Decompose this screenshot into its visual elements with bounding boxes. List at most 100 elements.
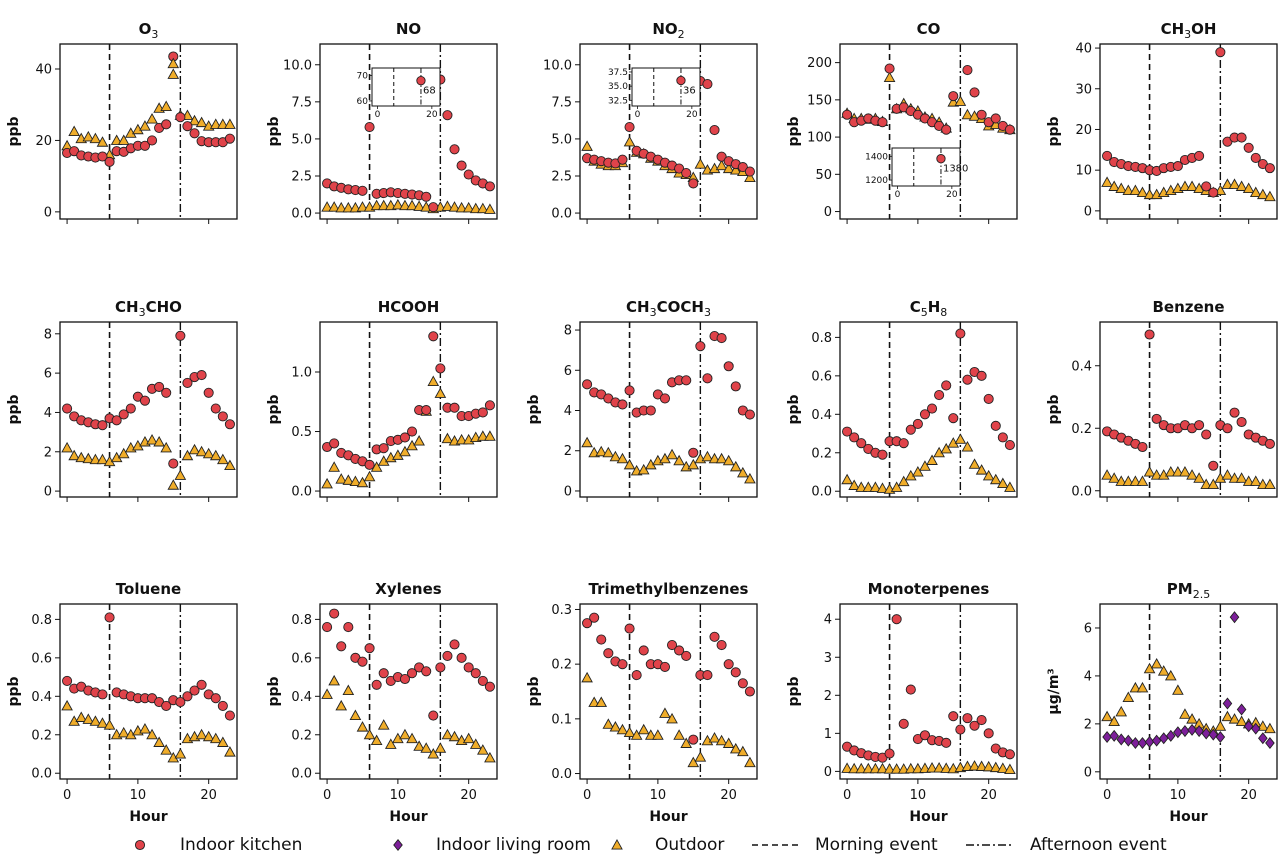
living-point bbox=[1194, 725, 1204, 738]
title-text: NO bbox=[396, 20, 421, 38]
markers-group bbox=[841, 614, 1016, 774]
outdoor-point bbox=[1242, 475, 1255, 486]
inset-kitchen-point bbox=[676, 75, 686, 86]
y-tick-label: 0.4 bbox=[291, 690, 312, 705]
outdoor-point bbox=[1264, 190, 1276, 202]
x-tick-label: 20 bbox=[1240, 788, 1257, 803]
y-tick-label: 0.6 bbox=[31, 651, 52, 666]
outdoor-point bbox=[202, 730, 215, 742]
outdoor-point bbox=[912, 466, 924, 477]
y-tick-label: 8 bbox=[44, 327, 52, 342]
outdoor-point bbox=[616, 723, 629, 735]
legend-label: Outdoor bbox=[655, 835, 724, 855]
living-point bbox=[1137, 737, 1148, 750]
kitchen-point bbox=[976, 714, 987, 726]
kitchen-point bbox=[962, 713, 973, 724]
axes-frame bbox=[579, 43, 758, 220]
outdoor-point bbox=[384, 738, 397, 749]
kitchen-point bbox=[224, 133, 235, 144]
kitchen-point bbox=[378, 668, 389, 679]
markers-group bbox=[841, 63, 1016, 135]
title-text: C bbox=[910, 298, 921, 316]
outdoor-point bbox=[673, 729, 685, 740]
outdoor-point bbox=[694, 751, 707, 762]
outdoor-point bbox=[61, 699, 73, 711]
outdoor-point bbox=[883, 71, 896, 83]
y-axis-label: ppb bbox=[526, 394, 542, 424]
axes-frame bbox=[319, 603, 498, 780]
outdoor-point bbox=[96, 717, 109, 728]
outdoor-point bbox=[68, 449, 80, 461]
outdoor-point bbox=[139, 723, 151, 734]
y-tick-label: 20 bbox=[1075, 123, 1092, 138]
outdoor-point bbox=[869, 481, 882, 492]
outdoor-point bbox=[1257, 720, 1269, 731]
kitchen-point bbox=[737, 678, 748, 689]
outdoor-point bbox=[335, 473, 348, 484]
outdoor-point bbox=[1186, 713, 1198, 724]
outdoor-point bbox=[1115, 705, 1128, 717]
inset-y-tick-label: 35.0 bbox=[608, 82, 628, 92]
x-tick-label: 0 bbox=[843, 788, 851, 803]
kitchen-point bbox=[210, 403, 221, 414]
living-point bbox=[1229, 611, 1240, 624]
kitchen-point bbox=[477, 407, 488, 418]
outdoor-point bbox=[1193, 472, 1205, 483]
kitchen-point bbox=[744, 409, 755, 420]
outdoor-point bbox=[217, 736, 229, 747]
outdoor-point bbox=[195, 445, 208, 457]
outdoor-point bbox=[897, 475, 910, 487]
outdoor-point bbox=[1221, 469, 1234, 480]
outdoor-point bbox=[1004, 481, 1016, 492]
kitchen-point bbox=[688, 447, 699, 458]
outdoor-point bbox=[982, 760, 995, 772]
kitchen-point bbox=[919, 730, 931, 741]
y-tick-label: 0.2 bbox=[811, 446, 832, 461]
outdoor-point bbox=[940, 762, 953, 773]
outdoor-point bbox=[652, 729, 664, 740]
living-point bbox=[1208, 728, 1219, 741]
kitchen-point bbox=[702, 670, 713, 681]
kitchen-point bbox=[196, 679, 207, 690]
kitchen-point bbox=[624, 385, 635, 396]
y-tick-label: 6 bbox=[44, 367, 52, 382]
kitchen-point bbox=[976, 370, 987, 381]
outdoor-point bbox=[961, 441, 974, 452]
title-text: O bbox=[139, 20, 152, 38]
y-tick-label: 10 bbox=[1075, 164, 1092, 179]
kitchen-point bbox=[1144, 329, 1155, 340]
panel-title: CO bbox=[917, 20, 941, 38]
legend: Indoor kitchen Indoor living room Outdoor M… bbox=[134, 835, 1167, 855]
kitchen-point bbox=[189, 685, 200, 696]
outdoor-point bbox=[321, 688, 333, 699]
outdoor-point bbox=[377, 199, 390, 211]
outdoor-point bbox=[708, 452, 721, 464]
outdoor-point bbox=[356, 201, 369, 212]
outdoor-point bbox=[989, 473, 1002, 485]
inset-y-tick-label: 1400 bbox=[865, 152, 888, 162]
kitchen-point bbox=[1208, 187, 1219, 198]
kitchen-point bbox=[948, 91, 959, 102]
kitchen-point bbox=[674, 163, 685, 174]
y-tick-label: 4 bbox=[44, 406, 52, 421]
x-axis-label: Hour bbox=[389, 809, 427, 825]
inset-x-tick-label: 0 bbox=[635, 110, 641, 120]
y-tick-label: 0 bbox=[1084, 765, 1092, 780]
outdoor-point bbox=[406, 732, 418, 744]
kitchen-point bbox=[175, 330, 186, 341]
kitchen-point bbox=[399, 432, 411, 443]
outdoor-point bbox=[841, 762, 853, 773]
kitchen-point bbox=[217, 700, 228, 711]
title-subscript: 8 bbox=[940, 306, 947, 319]
outdoor-point bbox=[841, 473, 853, 485]
outdoor-point bbox=[904, 762, 917, 774]
outdoor-point bbox=[1150, 657, 1163, 669]
kitchen-point bbox=[1250, 152, 1261, 164]
outdoor-point bbox=[477, 744, 489, 755]
outdoor-point bbox=[848, 762, 860, 774]
outdoor-point bbox=[370, 734, 383, 746]
x-tick-label: 0 bbox=[1103, 788, 1111, 803]
outdoor-point bbox=[869, 762, 882, 774]
axes-frame bbox=[839, 43, 1018, 220]
